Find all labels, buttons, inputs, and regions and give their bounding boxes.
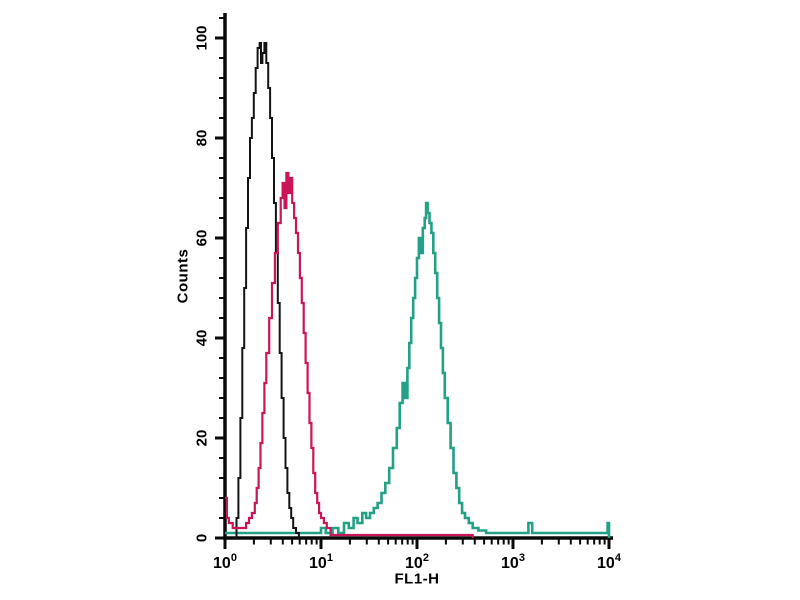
x-tick-label: 103 (501, 552, 525, 572)
magenta-curve (225, 171, 474, 538)
teal-curve (225, 201, 611, 538)
x-tick-label: 104 (597, 552, 622, 572)
y-tick-label: 40 (194, 330, 211, 347)
x-tick-label: 101 (309, 552, 333, 572)
y-tick-label: 20 (194, 430, 211, 447)
y-tick-label: 100 (194, 25, 211, 50)
axes (215, 13, 613, 549)
y-tick-label: 80 (194, 130, 211, 147)
y-tick-label: 60 (194, 230, 211, 247)
x-tick-label: 102 (405, 552, 429, 572)
x-tick-label: 100 (213, 552, 237, 572)
black-curve (234, 42, 300, 539)
tick-labels: 0 20 40 60 80 100 100 101 102 103 104 (194, 25, 622, 572)
y-axis-title: Counts (174, 248, 192, 304)
x-axis-title: FL1-H (394, 570, 440, 588)
histogram-curves (225, 42, 611, 539)
y-tick-label: 0 (194, 534, 211, 542)
